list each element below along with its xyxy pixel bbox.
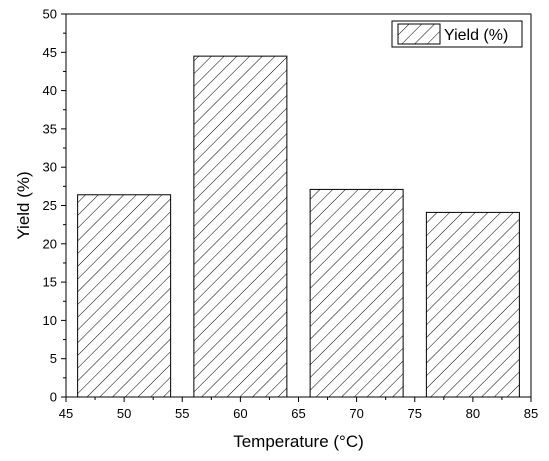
x-tick-label: 60 bbox=[233, 406, 247, 421]
y-tick-label: 15 bbox=[43, 275, 57, 290]
bar-70 bbox=[309, 188, 404, 398]
x-tick-label: 70 bbox=[349, 406, 363, 421]
y-tick-label: 40 bbox=[43, 83, 57, 98]
y-tick-label: 35 bbox=[43, 121, 57, 136]
x-tick-label: 65 bbox=[291, 406, 305, 421]
legend: Yield (%) bbox=[391, 20, 523, 48]
x-tick-label: 45 bbox=[59, 406, 73, 421]
y-tick-label: 5 bbox=[50, 351, 57, 366]
bar-50 bbox=[77, 194, 172, 398]
bar-60 bbox=[193, 55, 288, 398]
x-tick-label: 55 bbox=[175, 406, 189, 421]
y-tick-label: 0 bbox=[50, 390, 57, 405]
x-axis: 45 50 55 60 65 70 75 80 85 bbox=[59, 397, 538, 421]
x-tick-label: 80 bbox=[466, 406, 480, 421]
x-tick-label: 75 bbox=[408, 406, 422, 421]
y-axis-title: Yield (%) bbox=[14, 171, 33, 239]
x-tick-label: 85 bbox=[524, 406, 538, 421]
y-tick-label: 20 bbox=[43, 236, 57, 251]
y-tick-label: 30 bbox=[43, 160, 57, 175]
legend-swatch bbox=[397, 23, 441, 45]
x-axis-title: Temperature (°C) bbox=[233, 432, 364, 451]
y-tick-label: 45 bbox=[43, 45, 57, 60]
y-tick-label: 50 bbox=[43, 7, 57, 22]
bars-group bbox=[77, 55, 520, 398]
legend-label: Yield (%) bbox=[444, 27, 508, 44]
bar-80 bbox=[425, 211, 520, 398]
y-axis: 0 5 10 15 20 25 30 35 40 45 50 bbox=[43, 7, 66, 405]
y-tick-label: 10 bbox=[43, 313, 57, 328]
y-tick-label: 25 bbox=[43, 198, 57, 213]
x-tick-label: 50 bbox=[117, 406, 131, 421]
